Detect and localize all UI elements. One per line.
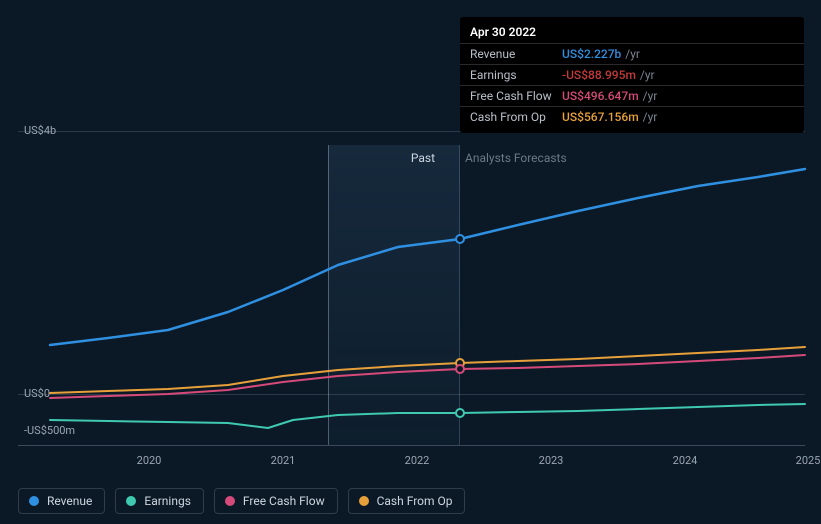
tooltip-key: Free Cash Flow bbox=[470, 89, 562, 103]
legend-swatch bbox=[126, 496, 136, 506]
chart-legend: Revenue Earnings Free Cash Flow Cash From O… bbox=[18, 488, 465, 514]
series-line-free_cash_flow bbox=[50, 355, 805, 398]
legend-swatch bbox=[29, 496, 39, 506]
tooltip-unit: /yr bbox=[640, 68, 655, 82]
y-axis-label: US$0 bbox=[24, 387, 50, 400]
series-line-revenue bbox=[50, 169, 805, 345]
tooltip-unit: /yr bbox=[643, 89, 658, 103]
legend-item-revenue[interactable]: Revenue bbox=[18, 488, 105, 514]
tooltip-unit: /yr bbox=[643, 110, 658, 124]
tooltip-key: Earnings bbox=[470, 68, 562, 82]
series-line-earnings bbox=[50, 404, 805, 428]
legend-label: Free Cash Flow bbox=[243, 494, 325, 508]
legend-swatch bbox=[225, 496, 235, 506]
chart-tooltip: Apr 30 2022 RevenueUS$2.227b/yrEarnings-… bbox=[460, 17, 804, 133]
x-axis-label: 2020 bbox=[137, 454, 162, 467]
tooltip-date: Apr 30 2022 bbox=[460, 23, 804, 43]
x-axis-label: 2021 bbox=[271, 454, 296, 467]
financials-chart: Past Analysts Forecasts US$4bUS$0-US$500… bbox=[18, 0, 805, 475]
x-axis-label: 2023 bbox=[539, 454, 564, 467]
legend-item-earnings[interactable]: Earnings bbox=[115, 488, 204, 514]
y-axis-label: -US$500m bbox=[24, 424, 75, 437]
series-marker-earnings bbox=[456, 409, 464, 417]
legend-label: Cash From Op bbox=[377, 494, 453, 508]
x-axis-label: 2022 bbox=[405, 454, 430, 467]
tooltip-key: Cash From Op bbox=[470, 110, 562, 124]
tooltip-value: -US$88.995m bbox=[562, 68, 636, 82]
legend-item-cash-from-op[interactable]: Cash From Op bbox=[348, 488, 466, 514]
tooltip-row: Free Cash FlowUS$496.647m/yr bbox=[460, 85, 804, 106]
legend-label: Earnings bbox=[144, 494, 191, 508]
x-axis-label: 2025 bbox=[796, 454, 821, 467]
tooltip-key: Revenue bbox=[470, 47, 562, 61]
tooltip-row: RevenueUS$2.227b/yr bbox=[460, 43, 804, 64]
tooltip-row: Earnings-US$88.995m/yr bbox=[460, 64, 804, 85]
legend-swatch bbox=[359, 496, 369, 506]
tooltip-value: US$2.227b bbox=[562, 47, 621, 61]
tooltip-value: US$496.647m bbox=[562, 89, 639, 103]
legend-label: Revenue bbox=[47, 494, 92, 508]
series-marker-revenue bbox=[456, 235, 464, 243]
legend-item-free-cash-flow[interactable]: Free Cash Flow bbox=[214, 488, 338, 514]
y-axis-label: US$4b bbox=[24, 124, 56, 137]
tooltip-unit: /yr bbox=[625, 47, 640, 61]
tooltip-row: Cash From OpUS$567.156m/yr bbox=[460, 106, 804, 127]
x-axis-label: 2024 bbox=[673, 454, 698, 467]
tooltip-value: US$567.156m bbox=[562, 110, 639, 124]
series-marker-free_cash_flow bbox=[456, 365, 464, 373]
